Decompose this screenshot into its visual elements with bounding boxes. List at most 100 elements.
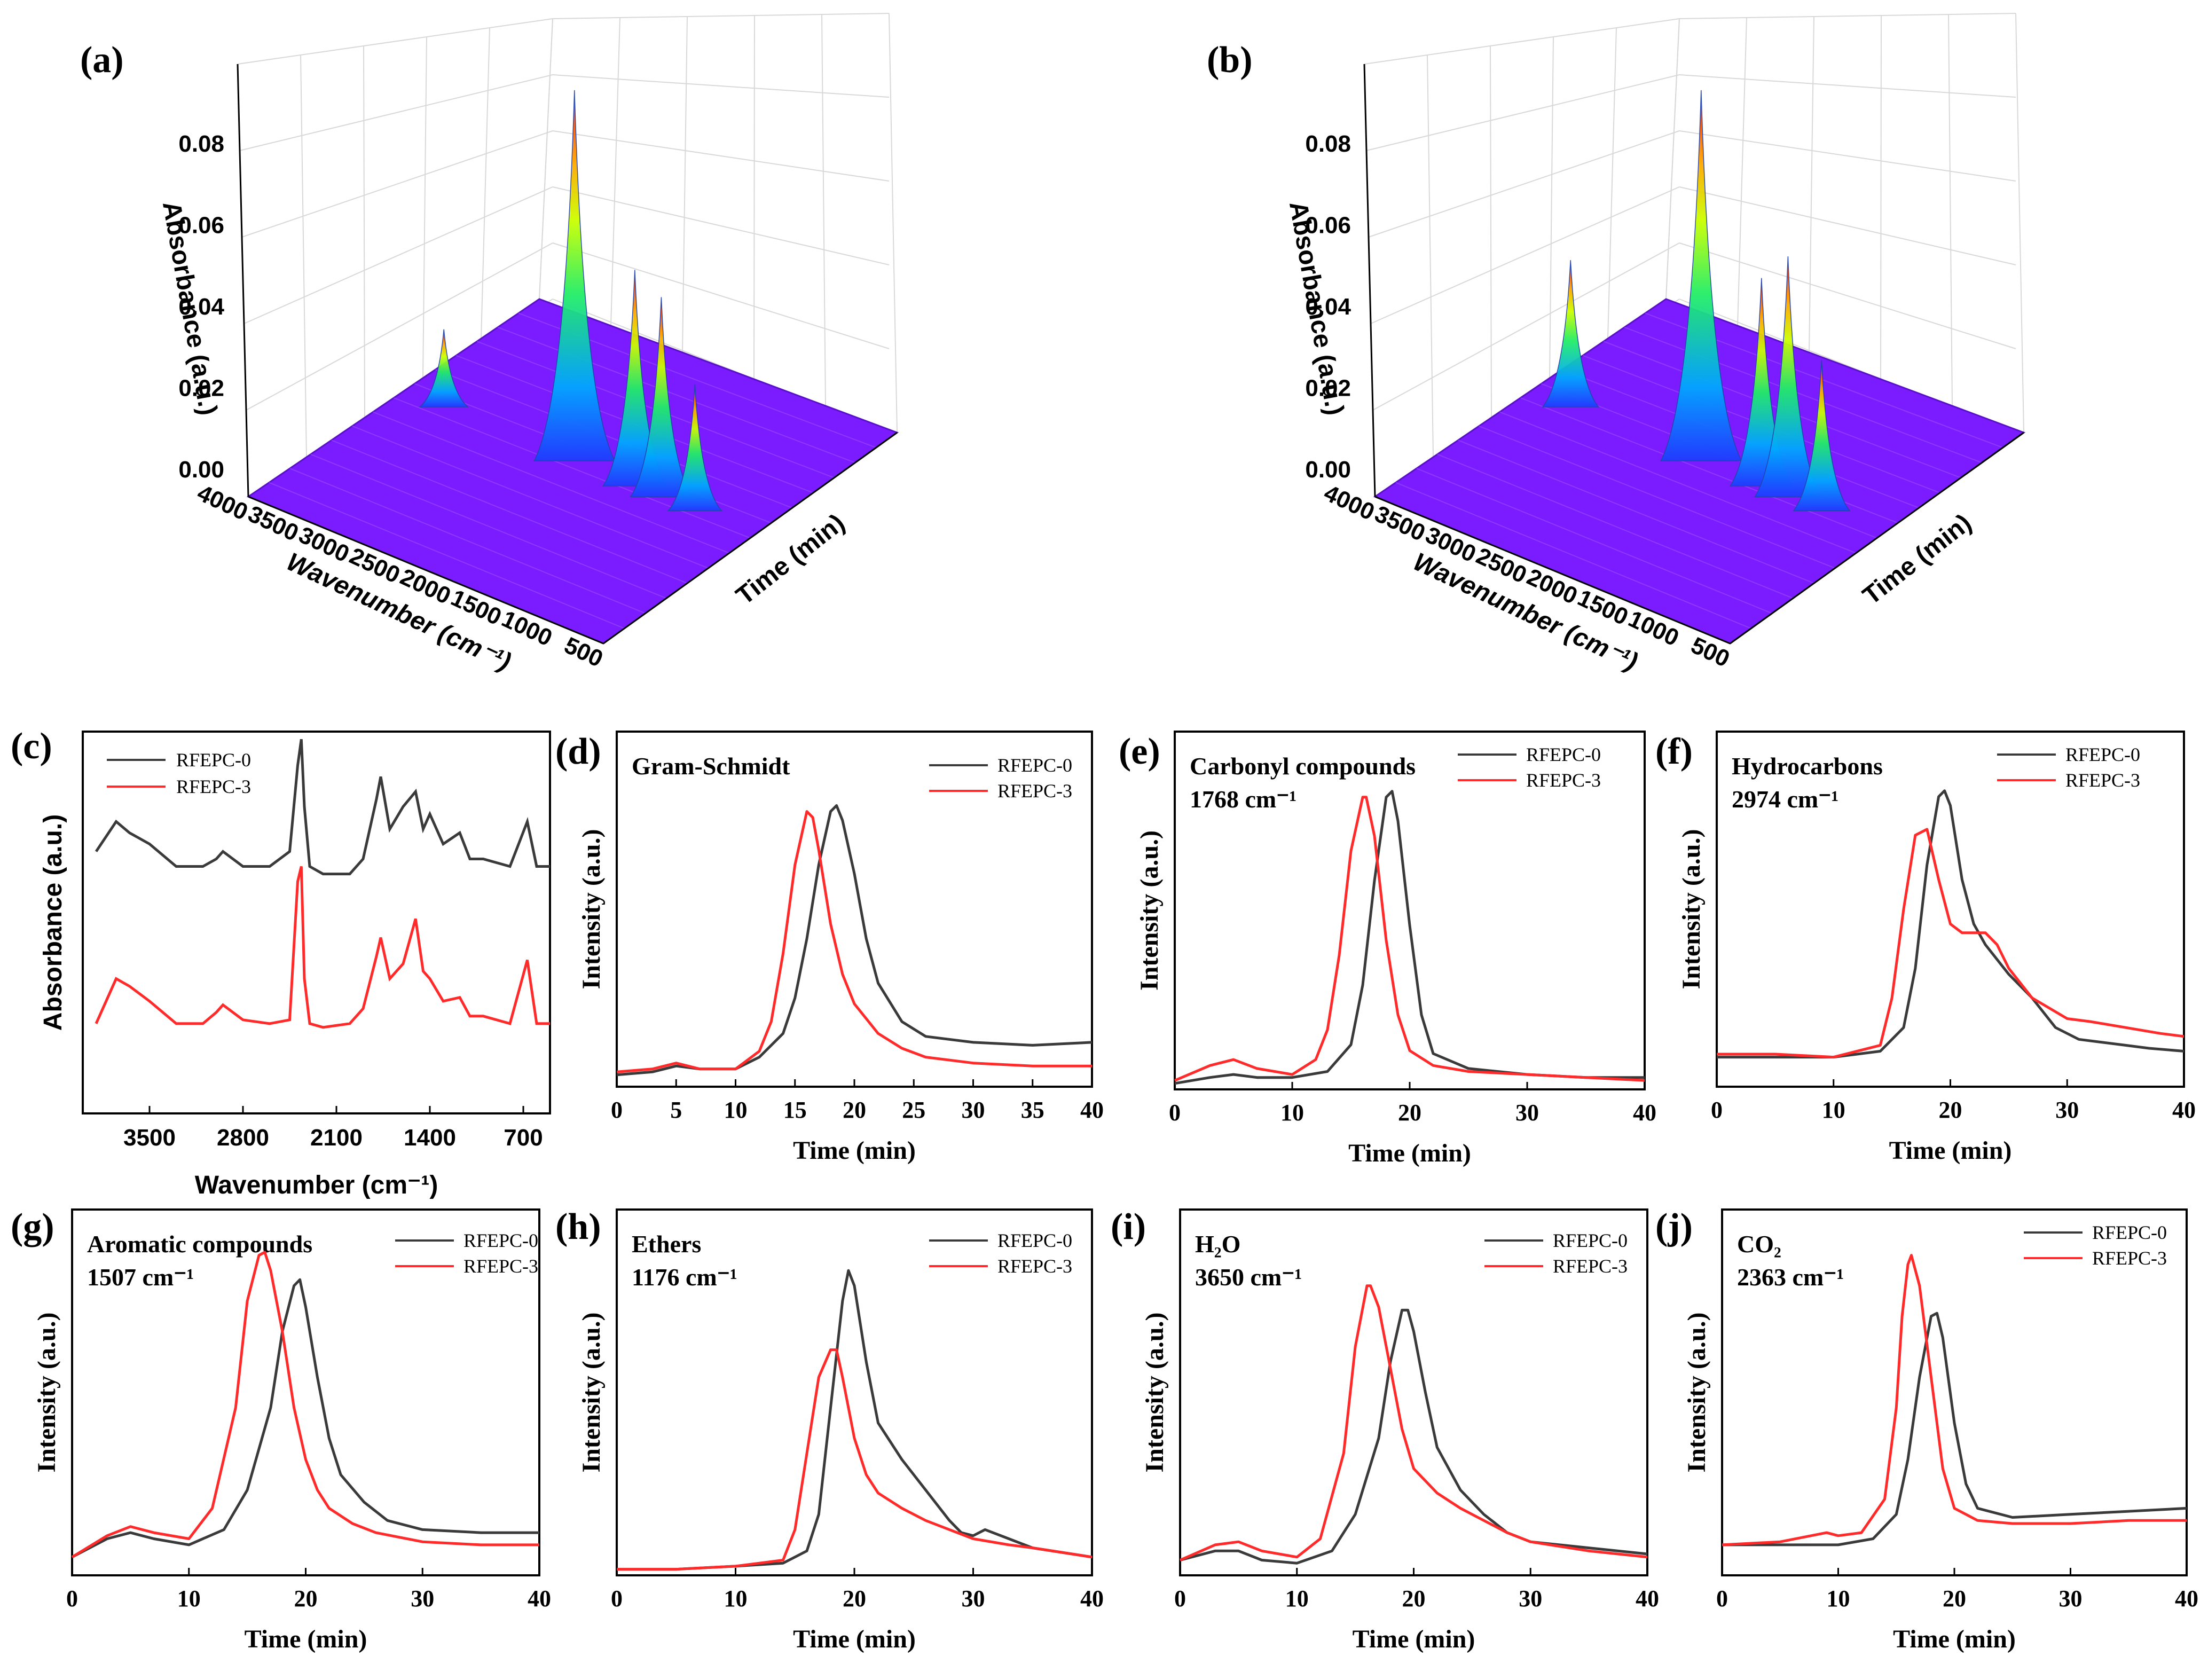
legend-label: RFEPC-0 [997,755,1072,776]
x-axis-title: Time (min) [245,1625,367,1653]
grid-line [821,14,826,406]
x-tick-label: 40 [1080,1097,1104,1123]
grid-line [243,186,553,324]
series-line-rfepc-3 [617,1348,1093,1571]
grid-line [1549,36,1554,379]
z-axis-line [237,64,249,497]
x-axis-title: Time (min) [793,1136,916,1165]
surface-ridge [373,411,730,554]
surface-peak [1793,359,1851,512]
surface-ridge [1458,439,1814,584]
panel-label-g: (g) [11,1206,54,1247]
x-tick-label: 40 [1080,1585,1104,1612]
z-tick-label: 0.06 [1305,213,1351,239]
y-axis-title: Intensity (a.u.) [1677,829,1706,989]
grid-line [363,45,365,418]
x-tick-label: 4000 [1320,480,1378,525]
z-tick-label: 0.08 [178,131,224,157]
x-tick-label: 20 [843,1585,866,1612]
annotation-title: Ethers [632,1230,701,1258]
grid-line [1490,45,1492,418]
chart-panel-h: 0 10 20 30 40 Time (min) Intensity (a.u.) Ether… [577,1208,1104,1653]
legend-label: RFEPC-3 [1526,770,1601,791]
x-tick-label: 35 [1021,1097,1044,1123]
y-axis-title: Intensity (a.u.) [577,1312,606,1472]
annotation-title: Carbonyl compounds [1190,752,1416,780]
surface-ridge [394,397,751,539]
surface-ridge [1416,468,1772,614]
panel-label-i: (i) [1111,1206,1146,1247]
x-axis-title: Time (min) [1893,1625,2016,1653]
surface-ridge [435,369,792,509]
annotation-title: Hydrocarbons [1732,752,1883,780]
surface-ridge [497,326,855,464]
surface-ridge [1561,369,1919,509]
panel-label-b: (b) [1207,40,1253,81]
z-axis-line [1363,64,1376,497]
grid-line [1679,242,2016,349]
grid-line [1679,130,2016,182]
annotation-wavenumber: 2974 cm⁻¹ [1732,786,1838,813]
grid-line [481,27,490,339]
x-tick-label: 30 [962,1585,985,1612]
x-tick-label: 0 [66,1585,78,1612]
z-tick-label: 0.00 [178,457,224,483]
chart-panel-a: 0.000.020.040.060.0840003500300025002000… [157,13,899,676]
x-axis-title: Time (min) [1348,1139,1471,1167]
legend-label: RFEPC-0 [2065,744,2140,765]
x-tick-label: 40 [1633,1100,1656,1126]
grid-line [1679,74,2016,98]
x-tick-label: 0 [611,1097,623,1123]
grid-line [1427,54,1434,458]
x-tick-label: 10 [724,1585,748,1612]
z-tick-label: 0.02 [1305,375,1351,402]
x-tick-label: 30 [1519,1585,1542,1612]
legend-label: RFEPC-3 [2092,1247,2167,1269]
series-line-rfepc-3 [1722,1254,2187,1546]
x-tick-label: 20 [843,1097,866,1123]
x-tick-label: 2800 [217,1125,269,1151]
x-tick-label: 30 [2059,1585,2083,1612]
grid-line [1368,130,1680,238]
x-tick-label: 40 [528,1585,551,1612]
z-tick-label: 0.08 [1305,131,1351,157]
series-line-rfepc-3 [1174,796,1645,1082]
x-axis-title: Time (min) [1353,1625,1475,1653]
grid-line [300,54,307,458]
surface-ridge [310,453,667,599]
grid-line [1366,74,1680,151]
legend-label: RFEPC-0 [463,1230,538,1251]
panel-label-d: (d) [555,731,601,772]
grid-line [552,242,890,349]
surface-peak [667,384,723,512]
chart-panel-f: 0 10 20 30 40 Time (min) Intensity (a.u.) Hydro… [1677,731,2196,1165]
surface-peak [419,329,469,407]
grid-line [1665,18,1680,300]
x-tick-label: 4000 [193,480,252,525]
surface-peak [1754,256,1822,498]
series-line-rfepc-3 [616,810,1092,1073]
x-tick-label: 10 [1827,1585,1850,1612]
grid-line [1607,27,1617,339]
x-tick-label: 0 [1711,1097,1723,1123]
surface-peak [630,297,693,498]
chart-panel-b: 0.000.020.040.060.0840003500300025002000… [1284,13,2026,676]
series-line-rfepc-0 [1174,790,1645,1085]
y-axis-line [1730,431,2024,645]
surface-peak [533,90,616,461]
series-line-rfepc-0 [616,804,1093,1077]
panel-label-c: (c) [11,726,52,767]
panel-label-e: (e) [1119,731,1160,772]
y-axis-title: Intensity (a.u.) [33,1312,61,1472]
panel-label-j: (j) [1655,1206,1693,1247]
panel-label-a: (a) [80,40,124,81]
x-tick-label: 10 [177,1585,201,1612]
legend-label: RFEPC-3 [463,1255,538,1277]
legend-label: RFEPC-3 [1553,1255,1628,1277]
grid-line [1737,17,1747,326]
grid-line [1679,13,2016,19]
z-tick-label: 0.06 [178,213,224,239]
x-tick-label: 40 [2175,1585,2198,1612]
annotation-title: Aromatic compounds [87,1230,312,1258]
